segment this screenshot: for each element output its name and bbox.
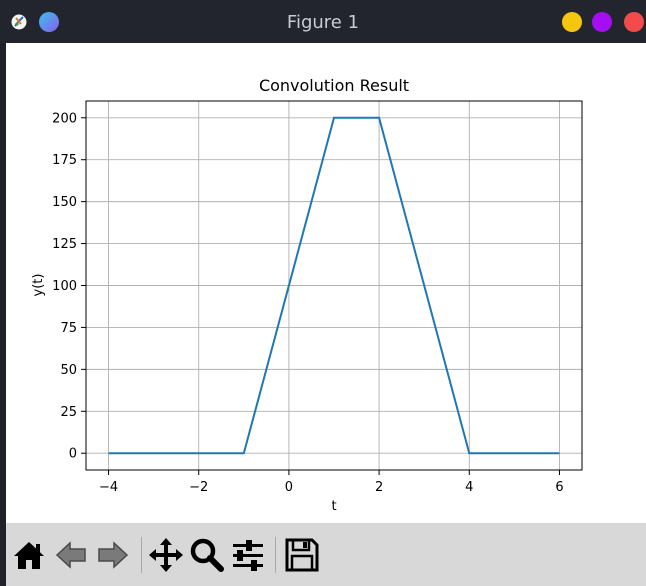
x-tick-label: −4 — [99, 480, 118, 495]
y-tick-label: 100 — [52, 279, 77, 294]
home-button[interactable] — [11, 537, 47, 573]
line-chart: −4 −2 0 2 4 6 0 25 50 75 100 125 150 175 200 Convolut… — [31, 76, 583, 514]
y-axis-label: y(t) — [31, 274, 46, 297]
app-icon — [11, 14, 27, 30]
forward-button[interactable] — [95, 537, 131, 573]
x-tick-label: 2 — [375, 480, 383, 495]
grid-lines — [86, 101, 582, 470]
y-tick-label: 175 — [52, 153, 77, 168]
y-tick-label: 25 — [60, 405, 77, 420]
zoom-icon — [190, 538, 224, 572]
toolbar-separator — [141, 537, 142, 573]
floppy-icon — [285, 538, 319, 572]
y-tick-label: 0 — [69, 447, 77, 462]
figure-canvas[interactable]: −4 −2 0 2 4 6 0 25 50 75 100 125 150 175 200 Convolut… — [6, 43, 646, 523]
y-tick-label: 50 — [60, 363, 77, 378]
y-tick-label: 200 — [52, 111, 77, 126]
x-tick-label: 6 — [555, 480, 563, 495]
configure-subplots-button[interactable] — [230, 537, 266, 573]
x-tick-label: 0 — [285, 480, 293, 495]
home-icon — [14, 542, 44, 569]
toolbar-separator — [275, 537, 276, 573]
zoom-button[interactable] — [189, 537, 225, 573]
save-button[interactable] — [284, 537, 320, 573]
maximize-button[interactable] — [592, 12, 612, 32]
y-tick-label: 125 — [52, 237, 77, 252]
pan-button[interactable] — [148, 537, 184, 573]
move-icon — [149, 538, 183, 572]
x-tick-label: −2 — [189, 480, 208, 495]
sliders-icon — [233, 540, 263, 571]
back-button[interactable] — [53, 537, 89, 573]
data-points — [108, 117, 560, 454]
series-line — [108, 116, 560, 455]
forward-arrow-icon — [98, 541, 129, 569]
x-tick-label: 4 — [465, 480, 473, 495]
minimize-button[interactable] — [562, 12, 582, 32]
title-bar: Figure 1 — [0, 0, 646, 43]
y-tick-label: 150 — [52, 195, 77, 210]
chart-title: Convolution Result — [259, 76, 409, 95]
close-button[interactable] — [624, 12, 644, 32]
x-axis-ticks: −4 −2 0 2 4 6 — [99, 470, 564, 495]
y-tick-label: 75 — [60, 321, 77, 336]
back-arrow-icon — [55, 541, 86, 569]
y-axis-ticks: 0 25 50 75 100 125 150 175 200 — [52, 111, 86, 462]
window-title: Figure 1 — [286, 12, 360, 33]
x-axis-label: t — [331, 499, 336, 514]
navigation-toolbar — [6, 523, 646, 586]
pin-button[interactable] — [39, 12, 59, 32]
